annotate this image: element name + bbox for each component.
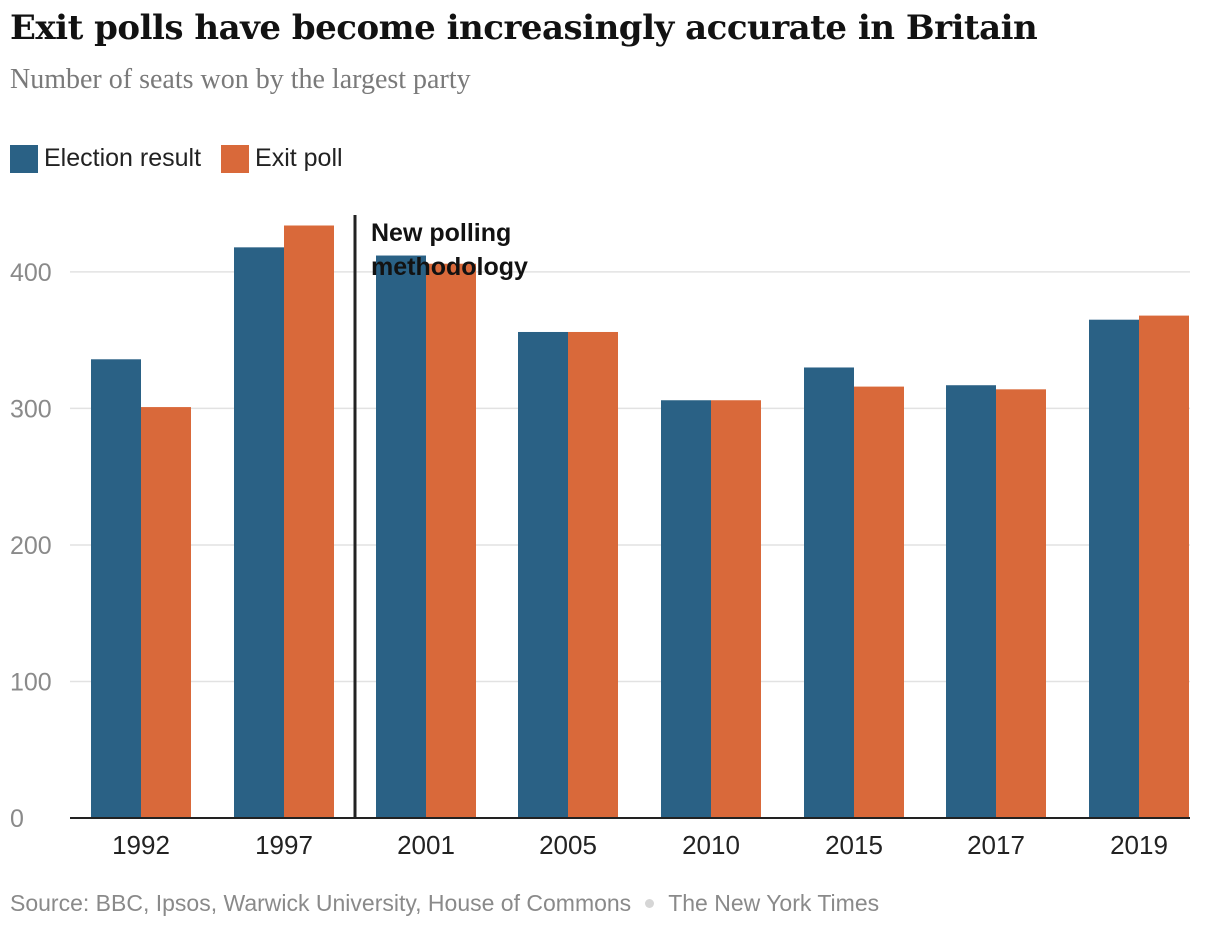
- y-tick-label-300: 300: [10, 395, 52, 423]
- bar-exit-poll-2010: [711, 400, 761, 818]
- bar-election-result-2015: [804, 367, 854, 818]
- annotation-label-line2: methodology: [371, 253, 528, 281]
- bar-election-result-2010: [661, 400, 711, 818]
- y-tick-label-0: 0: [10, 805, 24, 833]
- x-tick-label-2015: 2015: [825, 830, 883, 860]
- chart-title: Exit polls have become increasingly accu…: [10, 8, 1038, 48]
- bar-election-result-2017: [946, 385, 996, 818]
- y-tick-label-200: 200: [10, 532, 52, 560]
- annotation-label-line1: New polling: [371, 219, 511, 247]
- x-tick-label-2017: 2017: [967, 830, 1025, 860]
- bar-exit-poll-2019: [1139, 315, 1189, 818]
- legend-label-exit-poll: Exit poll: [255, 144, 343, 172]
- bar-exit-poll-1992: [141, 407, 191, 818]
- x-tick-label-2019: 2019: [1110, 830, 1168, 860]
- publisher-credit: The New York Times: [668, 890, 880, 916]
- x-tick-label-1992: 1992: [112, 830, 170, 860]
- x-tick-label-2010: 2010: [682, 830, 740, 860]
- source-note: Source: BBC, Ipsos, Warwick University, …: [10, 890, 879, 917]
- bar-election-result-2001: [376, 255, 426, 819]
- x-tick-label-2001: 2001: [397, 830, 455, 860]
- x-tick-label-1997: 1997: [255, 830, 313, 860]
- bar-election-result-1992: [91, 359, 141, 818]
- source-text: Source: BBC, Ipsos, Warwick University, …: [10, 890, 632, 916]
- legend-item-exit-poll: Exit poll: [221, 144, 343, 173]
- x-tick-label-2005: 2005: [539, 830, 597, 860]
- bar-exit-poll-1997: [284, 225, 334, 818]
- bar-election-result-2019: [1089, 319, 1139, 818]
- y-tick-label-400: 400: [10, 259, 52, 287]
- legend-swatch-election-result: [10, 144, 38, 173]
- legend-swatch-exit-poll: [221, 144, 250, 173]
- y-tick-label-100: 100: [10, 668, 52, 696]
- bar-exit-poll-2005: [568, 331, 618, 818]
- separator-dot-icon: [645, 899, 655, 908]
- bar-exit-poll-2001: [426, 263, 476, 818]
- bar-chart: 0 100 200 300 400 1992 1997 2001 2005 2010 2015 201…: [10, 215, 1190, 860]
- chart-subtitle: Number of seats won by the largest party: [10, 64, 471, 95]
- bar-exit-poll-2017: [996, 389, 1046, 818]
- bar-election-result-1997: [234, 247, 284, 819]
- legend-label-election-result: Election result: [44, 144, 202, 172]
- bar-election-result-2005: [518, 331, 568, 818]
- legend: Election result Exit poll: [10, 144, 363, 173]
- legend-item-election-result: Election result: [10, 144, 201, 173]
- bar-exit-poll-2015: [854, 386, 904, 818]
